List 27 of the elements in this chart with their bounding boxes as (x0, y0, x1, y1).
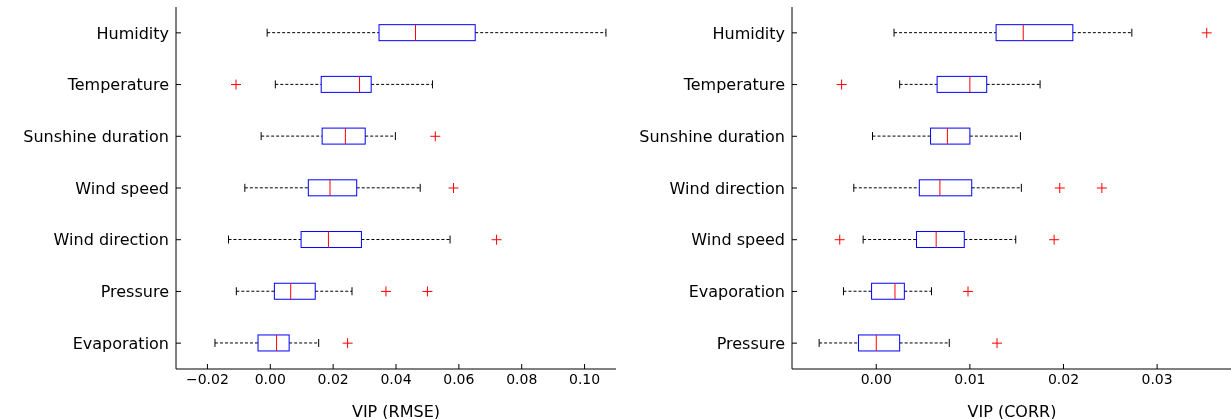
x-tick-label: 0.02 (1047, 370, 1080, 387)
x-tick-label: 0.03 (1141, 370, 1173, 387)
y-tick-label: Sunshine duration (639, 126, 785, 146)
y-tick-label: Temperature (682, 75, 785, 95)
x-axis-title: VIP (RMSE) (351, 402, 441, 419)
y-tick-label: Wind speed (691, 230, 785, 250)
y-tick-label: Sunshine duration (23, 126, 169, 146)
x-tick-label: 0.06 (443, 370, 475, 387)
x-tick-label: 0.00 (860, 370, 892, 387)
x-tick-label: 0.00 (254, 370, 286, 387)
x-tick-label: 0.01 (954, 370, 986, 387)
y-tick-label: Evaporation (72, 333, 169, 353)
y-tick-label: Wind direction (53, 230, 169, 250)
y-tick-label: Wind speed (75, 178, 169, 198)
y-tick-label: Temperature (66, 75, 169, 95)
y-tick-label: Humidity (96, 23, 169, 43)
x-tick-label: 0.10 (568, 370, 601, 387)
y-tick-label: Pressure (716, 333, 785, 353)
y-tick-label: Wind direction (669, 178, 785, 198)
x-tick-label: 0.08 (506, 370, 538, 387)
y-tick-label: Evaporation (688, 282, 785, 302)
x-tick-label: 0.02 (317, 370, 349, 387)
y-tick-label: Humidity (712, 23, 785, 43)
y-tick-label: Pressure (100, 282, 169, 302)
x-tick-label: 0.04 (380, 370, 412, 387)
x-tick-label: −0.02 (185, 370, 229, 387)
x-axis-title: VIP (CORR) (967, 402, 1057, 419)
